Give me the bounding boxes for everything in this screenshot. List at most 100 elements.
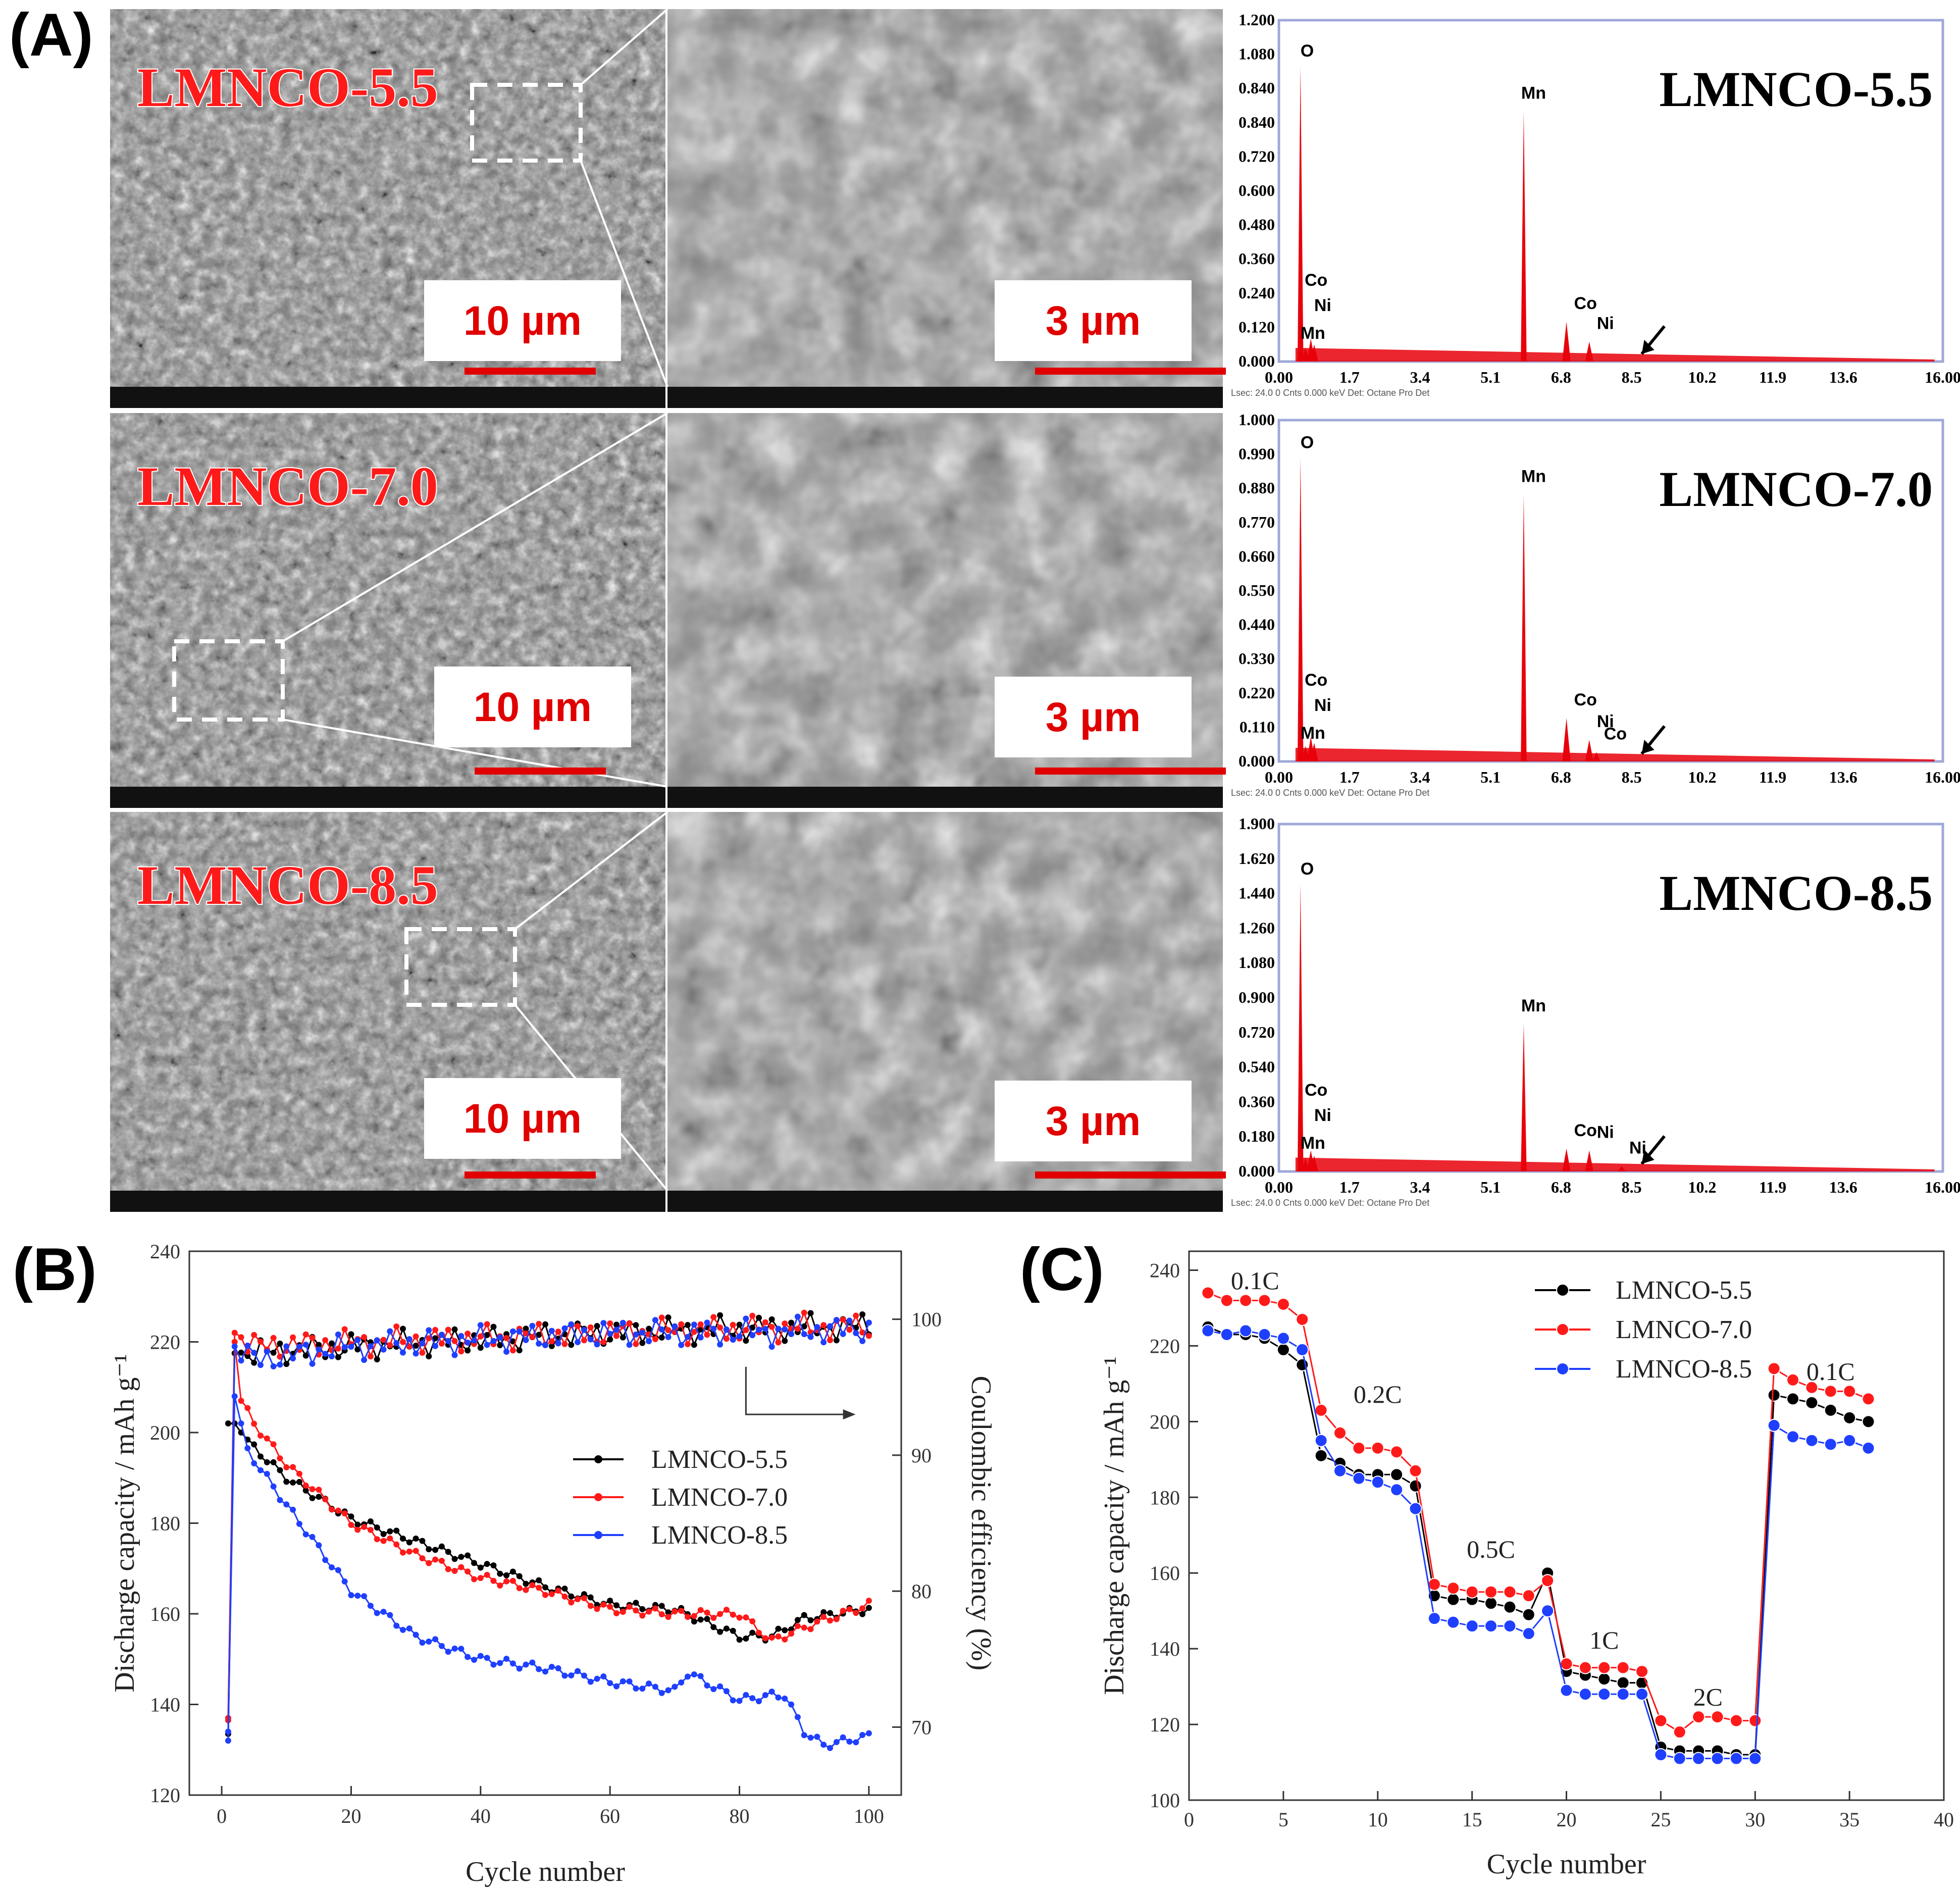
y2-tick-label: 80 — [911, 1580, 932, 1603]
eds-x-tick: 0.00 — [1265, 1178, 1293, 1196]
capacity-point — [801, 1732, 807, 1739]
rate-point — [1692, 1752, 1706, 1765]
capacity-point — [646, 1608, 652, 1615]
rate-point — [1239, 1294, 1253, 1307]
capacity-point — [865, 1730, 872, 1737]
efficiency-point — [348, 1331, 354, 1338]
eds-x-tick: 3.4 — [1410, 368, 1430, 386]
capacity-point — [393, 1622, 400, 1629]
efficiency-point — [820, 1322, 827, 1329]
capacity-point — [710, 1624, 717, 1630]
rate-point — [1352, 1471, 1366, 1485]
efficiency-point — [613, 1321, 620, 1328]
capacity-point — [523, 1661, 529, 1668]
efficiency-point — [685, 1322, 691, 1329]
efficiency-point — [400, 1339, 406, 1345]
x-tick-label: 40 — [471, 1805, 491, 1827]
capacity-point — [710, 1614, 717, 1621]
eds-peak-label: Ni — [1597, 712, 1614, 731]
capacity-point — [853, 1610, 859, 1616]
eds-detector-footer: Lsec: 24.0 0 Cnts 0.000 keV Det: Octane … — [1231, 388, 1429, 398]
scale-bar — [465, 1171, 596, 1179]
capacity-point — [859, 1605, 866, 1612]
capacity-point — [516, 1573, 523, 1579]
rate-point — [1333, 1464, 1347, 1477]
rate-point — [1786, 1392, 1799, 1406]
efficiency-point — [620, 1334, 626, 1341]
rate-point — [1390, 1468, 1404, 1482]
capacity-point — [367, 1603, 374, 1609]
rate-point — [1862, 1415, 1875, 1428]
efficiency-point — [387, 1342, 393, 1349]
efficiency-point — [426, 1327, 432, 1334]
capacity-point — [568, 1672, 575, 1678]
efficiency-point — [393, 1323, 400, 1330]
y-tick-label: 220 — [150, 1331, 180, 1354]
x-tick-label: 60 — [600, 1805, 620, 1827]
rate-point — [1560, 1683, 1573, 1697]
efficiency-point — [458, 1348, 465, 1355]
eds-peak — [1562, 322, 1571, 362]
x-tick-label: 25 — [1650, 1808, 1671, 1831]
efficiency-point — [419, 1340, 426, 1347]
capacity-point — [238, 1398, 244, 1404]
efficiency-point — [607, 1320, 613, 1326]
efficiency-point — [568, 1342, 575, 1348]
capacity-point — [309, 1534, 316, 1540]
capacity-point — [658, 1690, 665, 1696]
legend-label: LMNCO-5.5 — [651, 1445, 788, 1474]
capacity-point — [814, 1733, 820, 1740]
eds-y-tick: 0.990 — [1239, 445, 1275, 463]
capacity-point — [665, 1614, 672, 1620]
capacity-point — [672, 1608, 678, 1615]
efficiency-point — [736, 1321, 743, 1328]
efficiency-point — [497, 1334, 503, 1341]
efficiency-point — [768, 1344, 775, 1350]
efficiency-point — [477, 1322, 484, 1329]
efficiency-point — [412, 1343, 419, 1349]
eds-arrowhead — [1641, 740, 1655, 754]
efficiency-point — [749, 1324, 756, 1331]
efficiency-point — [264, 1348, 270, 1355]
capacity-point — [465, 1552, 471, 1559]
efficiency-point — [529, 1334, 536, 1340]
capacity-point — [387, 1535, 393, 1542]
sem-info-bar — [667, 387, 1223, 408]
capacity-point — [807, 1626, 814, 1632]
efficiency-point — [445, 1338, 451, 1344]
rate-point — [1635, 1688, 1648, 1701]
eds-y-tick: 0.600 — [1239, 181, 1275, 199]
eds-y-tick: 0.360 — [1239, 249, 1275, 268]
efficiency-line — [227, 1314, 870, 1741]
efficiency-point — [322, 1337, 329, 1344]
capacity-point — [361, 1593, 368, 1600]
efficiency-point — [548, 1328, 555, 1334]
efficiency-point — [575, 1339, 581, 1346]
capacity-point — [400, 1549, 406, 1556]
zoom-connector-line — [282, 719, 668, 788]
capacity-point — [717, 1628, 724, 1635]
rate-point — [1654, 1714, 1668, 1727]
rate-point — [1522, 1589, 1535, 1603]
eds-y-tick: 1.080 — [1239, 45, 1275, 63]
capacity-point — [283, 1501, 290, 1508]
capacity-point — [426, 1639, 432, 1645]
eds-y-tick: 0.240 — [1239, 284, 1275, 302]
efficiency-point — [633, 1322, 639, 1329]
efficiency-point — [807, 1310, 814, 1316]
rate-point — [1767, 1388, 1781, 1402]
capacity-point — [691, 1671, 697, 1677]
eds-y-tick: 0.540 — [1239, 1058, 1275, 1076]
capacity-point — [846, 1606, 853, 1612]
efficiency-point — [743, 1338, 749, 1344]
efficiency-point — [555, 1329, 561, 1335]
efficiency-point — [613, 1333, 620, 1339]
efficiency-point — [451, 1326, 458, 1333]
rate-point — [1409, 1479, 1422, 1493]
capacity-point — [646, 1680, 652, 1687]
eds-peak — [1592, 752, 1601, 761]
rate-point — [1862, 1392, 1875, 1406]
capacity-point — [393, 1527, 400, 1534]
eds-peak — [1301, 746, 1310, 761]
rate-point — [1541, 1604, 1555, 1618]
